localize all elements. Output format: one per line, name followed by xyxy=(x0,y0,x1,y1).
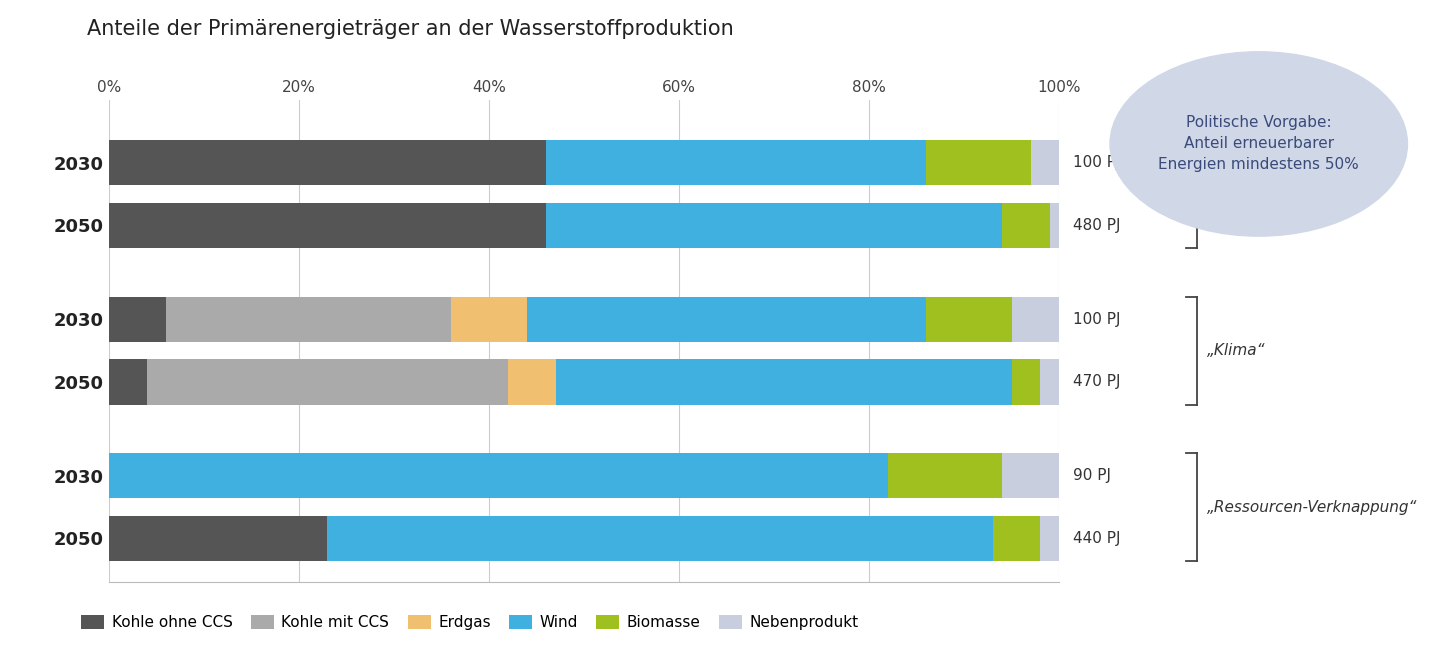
Bar xyxy=(109,360,147,404)
Bar xyxy=(546,140,926,186)
Bar xyxy=(109,516,328,561)
Text: „Moderat“: „Moderat“ xyxy=(1207,187,1286,202)
Text: 100 PJ: 100 PJ xyxy=(1074,155,1122,170)
Text: „Klima“: „Klima“ xyxy=(1207,343,1265,358)
Bar xyxy=(109,297,165,342)
Text: 440 PJ: 440 PJ xyxy=(1074,531,1122,546)
Bar xyxy=(328,516,992,561)
Bar xyxy=(546,203,1003,248)
Bar xyxy=(109,203,546,248)
Bar xyxy=(451,297,527,342)
Text: 90 PJ: 90 PJ xyxy=(1074,468,1111,483)
Bar xyxy=(527,297,926,342)
Text: 470 PJ: 470 PJ xyxy=(1074,375,1122,389)
Bar xyxy=(1003,454,1059,498)
Bar xyxy=(992,516,1040,561)
Text: 100 PJ: 100 PJ xyxy=(1074,312,1122,327)
Legend: Kohle ohne CCS, Kohle mit CCS, Erdgas, Wind, Biomasse, Nebenprodukt: Kohle ohne CCS, Kohle mit CCS, Erdgas, W… xyxy=(75,609,865,637)
Bar xyxy=(1003,203,1049,248)
Bar xyxy=(556,360,1011,404)
Text: Anteile der Primärenergieträger an der Wasserstoffproduktion: Anteile der Primärenergieträger an der W… xyxy=(87,19,734,39)
Bar xyxy=(888,454,1003,498)
Bar xyxy=(1030,140,1059,186)
Bar xyxy=(109,454,888,498)
Bar xyxy=(1049,203,1059,248)
Ellipse shape xyxy=(1110,52,1407,236)
Bar xyxy=(926,140,1030,186)
Text: „Ressourcen-Verknappung“: „Ressourcen-Verknappung“ xyxy=(1207,499,1418,514)
Bar xyxy=(1011,360,1040,404)
Bar xyxy=(508,360,556,404)
Bar xyxy=(109,140,546,186)
Bar xyxy=(1040,516,1059,561)
Bar xyxy=(1040,360,1059,404)
Bar xyxy=(926,297,1011,342)
Bar xyxy=(147,360,508,404)
Bar xyxy=(1011,297,1059,342)
Text: 480 PJ: 480 PJ xyxy=(1074,218,1122,233)
Text: Politische Vorgabe:
Anteil erneuerbarer
Energien mindestens 50%: Politische Vorgabe: Anteil erneuerbarer … xyxy=(1158,115,1360,173)
Bar xyxy=(165,297,451,342)
